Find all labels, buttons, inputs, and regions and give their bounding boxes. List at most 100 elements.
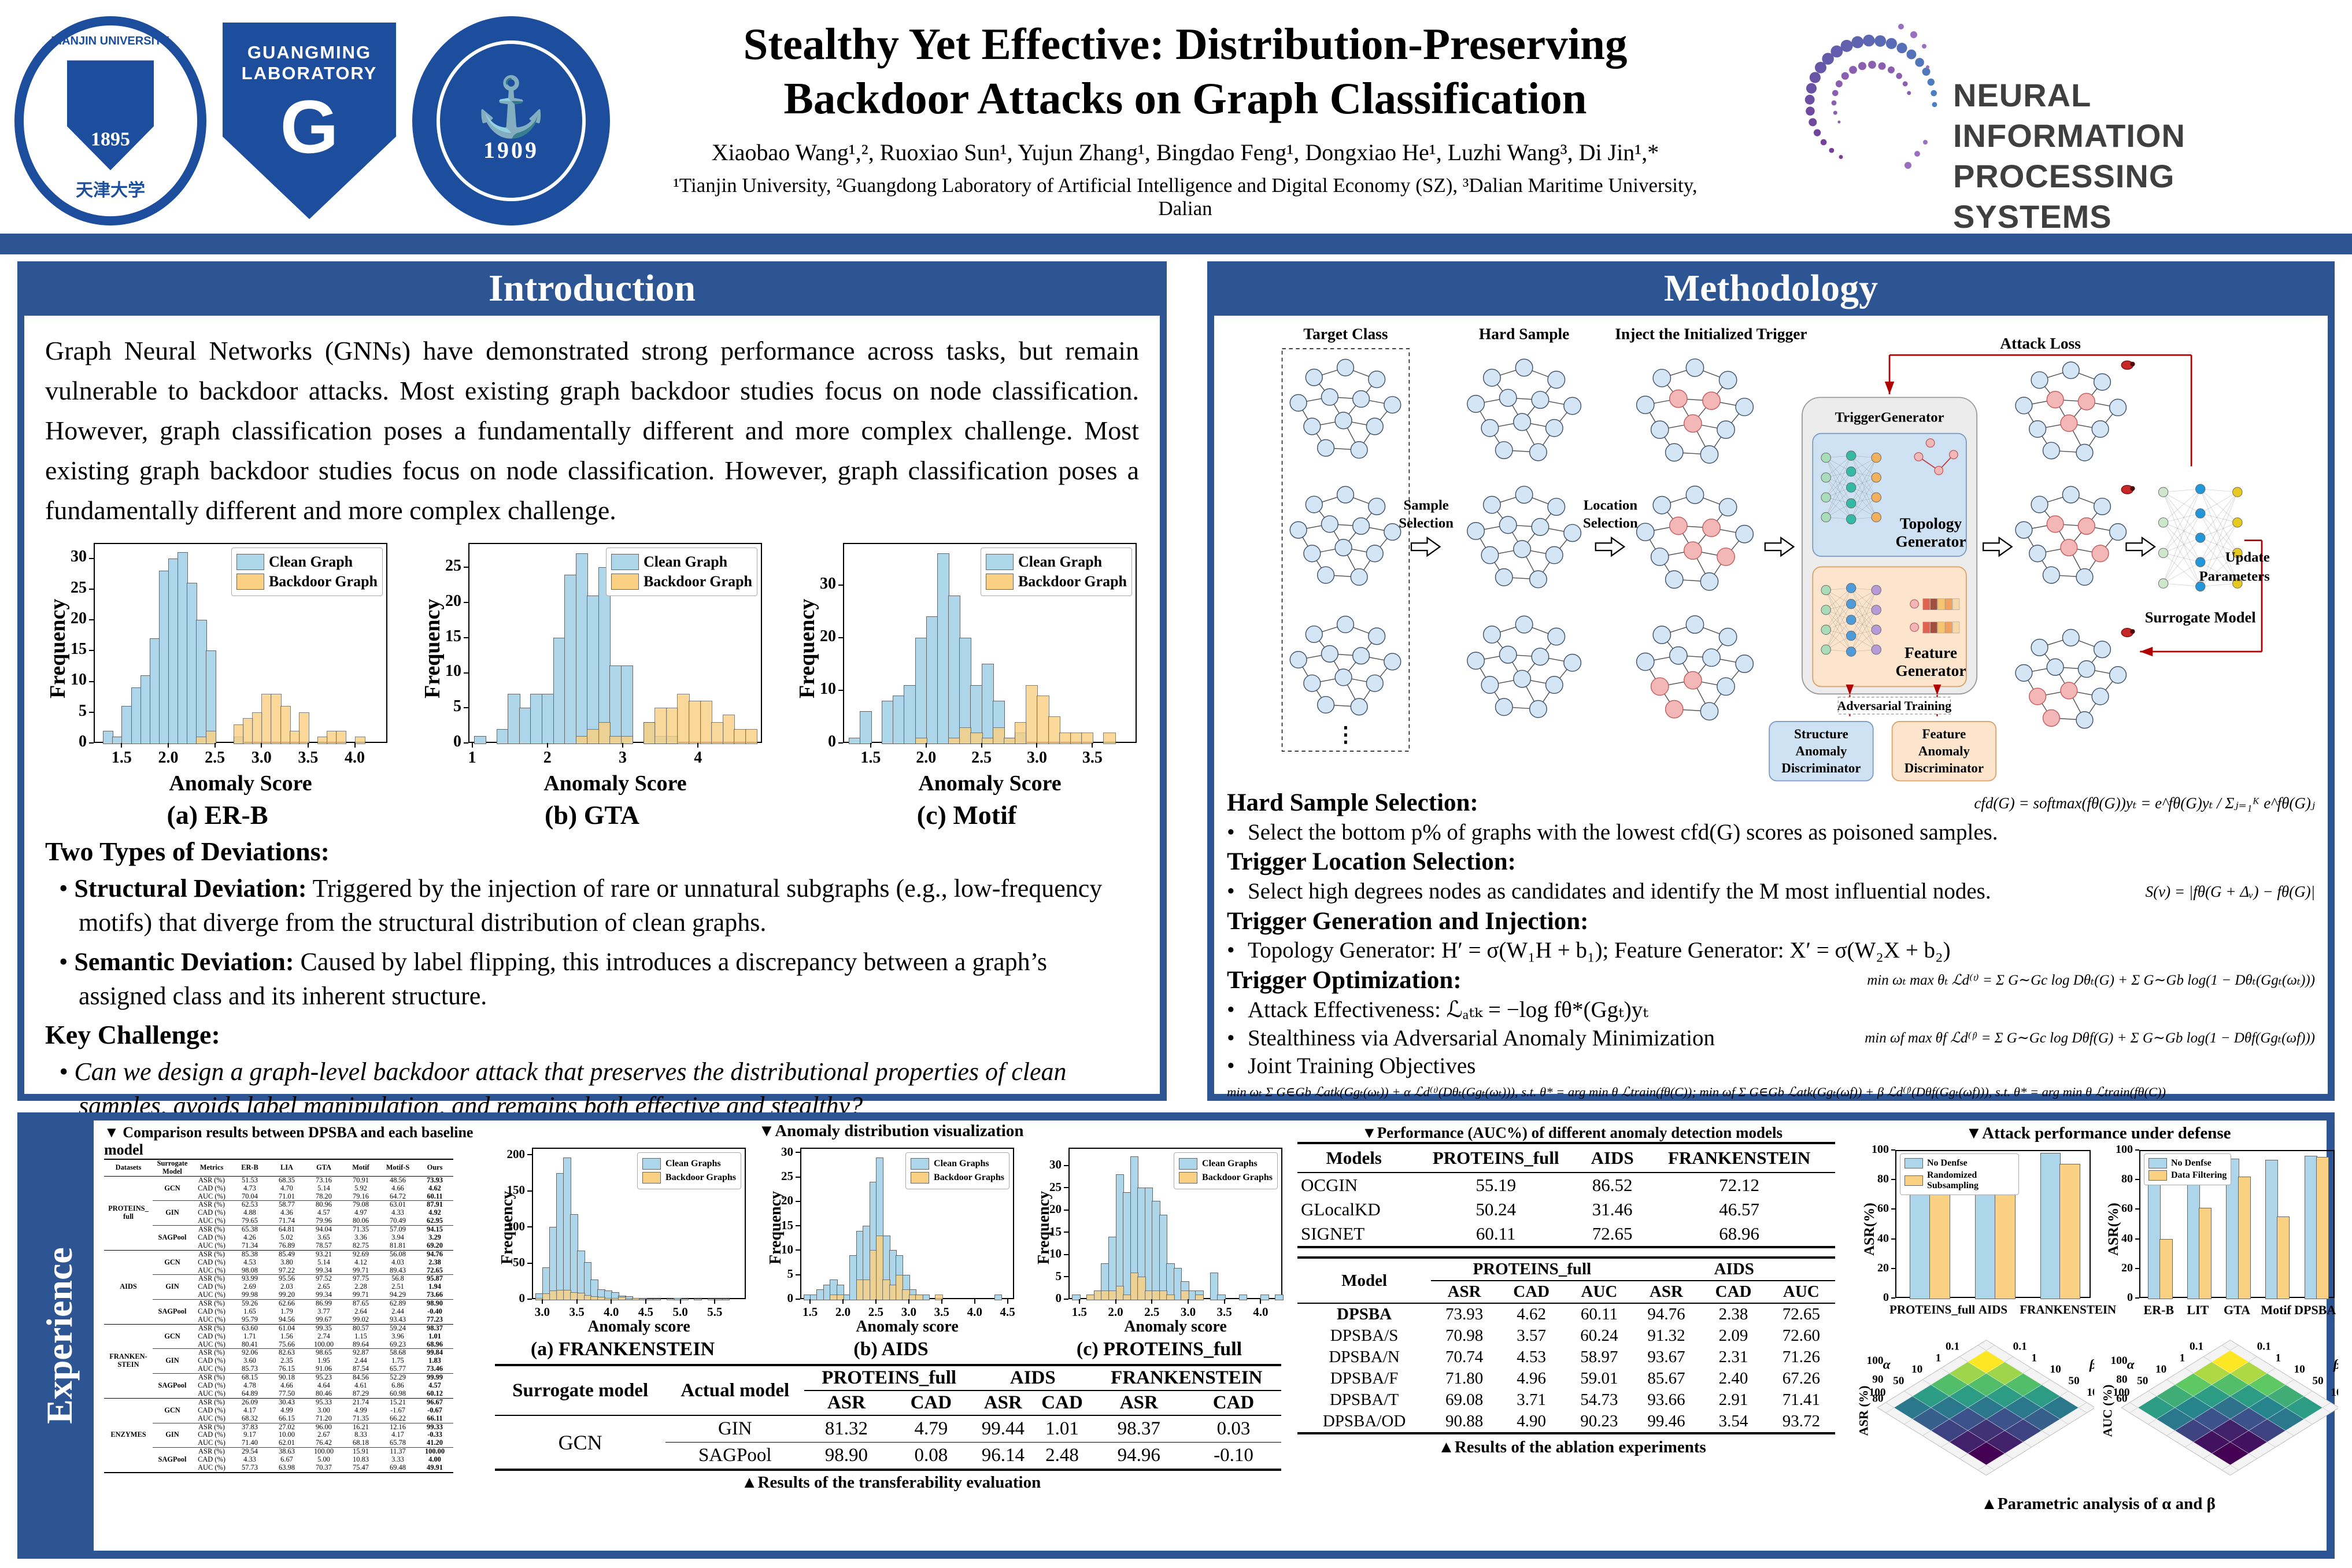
metric-value: 69.48	[390, 1463, 406, 1471]
auc-cell: PROTEINS_full	[1432, 1148, 1559, 1168]
legend: Clean Graphs Backdoor Graphs	[1174, 1152, 1278, 1189]
y-axis-label: Frequency	[766, 1190, 785, 1264]
transfer-table-el: Surrogate model Actual model PROTEINS_full…	[495, 1364, 1281, 1471]
metric-value: 4.73	[243, 1184, 256, 1192]
metric-value: 10.83	[353, 1455, 369, 1464]
metric-value: 100.00	[416, 1447, 453, 1456]
metric-value: 70.91	[342, 1175, 379, 1185]
svg-text:80: 80	[1872, 1393, 1883, 1405]
x-tick-label: 1.5	[1071, 1305, 1087, 1319]
metric-value: 1.83	[428, 1356, 441, 1365]
metric-value: 63.60	[231, 1323, 268, 1333]
diagram-label: Generator	[1896, 533, 1966, 550]
graph-motif-icon	[1289, 486, 1401, 586]
ablation-cell: 3.71	[1517, 1391, 1547, 1409]
y-tick	[1064, 1299, 1068, 1300]
transfer-cell: ASR	[1119, 1392, 1158, 1413]
metric-value: 68.15	[231, 1373, 268, 1382]
hist-bar	[1072, 1295, 1081, 1300]
metric-value: 89.43	[390, 1266, 406, 1274]
x-tick-label: 3.5	[1216, 1305, 1232, 1319]
y-tick-label: 100	[2116, 1143, 2133, 1156]
swirl-dot	[1815, 61, 1826, 73]
metric-value: 5.00	[317, 1455, 330, 1464]
diagram-label: Discriminator	[1781, 761, 1861, 775]
hist-bar	[1195, 1295, 1204, 1300]
x-tick	[354, 743, 356, 748]
column-header: Datasets	[115, 1163, 142, 1171]
dataset-name: ENZYMES	[104, 1397, 153, 1473]
metric-value: 89.64	[353, 1340, 369, 1348]
legend-row: Backdoor Graphs	[642, 1172, 736, 1184]
hist-bar	[715, 1298, 723, 1300]
metric-value: 65.38	[231, 1225, 268, 1234]
trigger-optimization-heading: Trigger Optimization:	[1227, 967, 1462, 994]
legend-label: Backdoor Graph	[1018, 573, 1127, 590]
metric-value: 2.03	[280, 1282, 293, 1291]
metric-name: AUC (%)	[198, 1463, 225, 1471]
metric-value: 3.96	[391, 1332, 404, 1340]
y-tick-label: 40	[2121, 1232, 2133, 1245]
metric-value: 4.33	[391, 1208, 404, 1217]
metric-value: 71.74	[279, 1216, 295, 1225]
hist-bar	[745, 728, 758, 744]
svg-text:ASR (%): ASR (%)	[1858, 1385, 1870, 1436]
metric-value: 80.46	[316, 1389, 332, 1397]
metric-value: 78.57	[316, 1241, 332, 1249]
hist-bar	[904, 685, 916, 744]
svg-text:100: 100	[2113, 1386, 2130, 1399]
hist-bar	[564, 574, 577, 744]
metric-name: CAD (%)	[198, 1356, 225, 1365]
metric-value: 37.83	[231, 1422, 268, 1432]
metric-value: 5.02	[280, 1233, 293, 1242]
y-tick	[838, 584, 843, 586]
ablation-cell: DPSBA/S	[1330, 1326, 1399, 1345]
x-tick-label: 3	[619, 749, 627, 767]
transfer-cell: 98.90	[824, 1445, 868, 1466]
hist-bar	[1217, 1295, 1226, 1300]
ablation-cell: 3.54	[1718, 1412, 1748, 1430]
metric-name: CAD (%)	[198, 1307, 225, 1316]
metric-value: 56.8	[379, 1274, 416, 1284]
trigger-generation-bullet: • Topology Generator: H′ = σ(W₁H + b₁); F…	[1227, 938, 1951, 963]
bar	[2304, 1156, 2317, 1299]
legend-row: Data Filtering	[2148, 1170, 2227, 1181]
y-tick-label: 0	[519, 1291, 526, 1306]
surrogate-name: GCN	[153, 1397, 192, 1423]
y-tick	[1891, 1208, 1895, 1210]
ablation-cell: 4.96	[1517, 1369, 1547, 1388]
svg-text:0.1: 0.1	[2190, 1341, 2203, 1353]
metric-name: AUC (%)	[198, 1241, 225, 1249]
hist-bar	[896, 1274, 904, 1300]
neurips-swirl-icon	[1804, 24, 1937, 169]
legend-swatch	[1904, 1158, 1923, 1168]
legend-swatch	[985, 554, 1014, 570]
caption-frankenstein: (a) FRANKENSTEIN	[530, 1338, 715, 1360]
metric-value: 62.89	[379, 1299, 416, 1308]
y-tick-label: 20	[1049, 1202, 1062, 1216]
legend-swatch	[985, 574, 1014, 590]
metric-value: 71.20	[316, 1414, 332, 1422]
comparison-table: Datasets Surrogate Model Metrics ER-B LIA GTA…	[104, 1159, 483, 1473]
legend-row: Clean Graphs	[642, 1158, 736, 1170]
svg-text:1: 1	[2032, 1352, 2037, 1364]
comparison-column: ▼ Comparison results between DPSBA and e…	[104, 1124, 483, 1473]
swirl-dot	[1831, 100, 1837, 106]
metric-value: 70.04	[242, 1192, 258, 1200]
svg-text:AUC (%): AUC (%)	[2102, 1385, 2114, 1437]
y-tick-label: 15	[781, 1218, 793, 1232]
methodology-text: Hard Sample Selection: cfd(G) = softmax(…	[1214, 788, 2328, 1100]
metric-value: 98.90	[416, 1299, 453, 1308]
metric-value: 58.68	[379, 1348, 416, 1358]
metric-value: 4.66	[280, 1381, 293, 1390]
metric-value: 16.21	[342, 1422, 379, 1432]
y-tick	[838, 742, 843, 744]
y-tick-label: 15	[71, 640, 87, 659]
tianjin-shield: 1895	[67, 60, 154, 171]
x-tick	[714, 1299, 716, 1304]
x-tick	[809, 1299, 811, 1304]
poster-title: Stealthy Yet Effective: Distribution-Pre…	[665, 17, 1706, 126]
hist-bar	[639, 1298, 647, 1300]
metric-value: 66.22	[390, 1414, 406, 1422]
hist-bar	[915, 637, 927, 744]
